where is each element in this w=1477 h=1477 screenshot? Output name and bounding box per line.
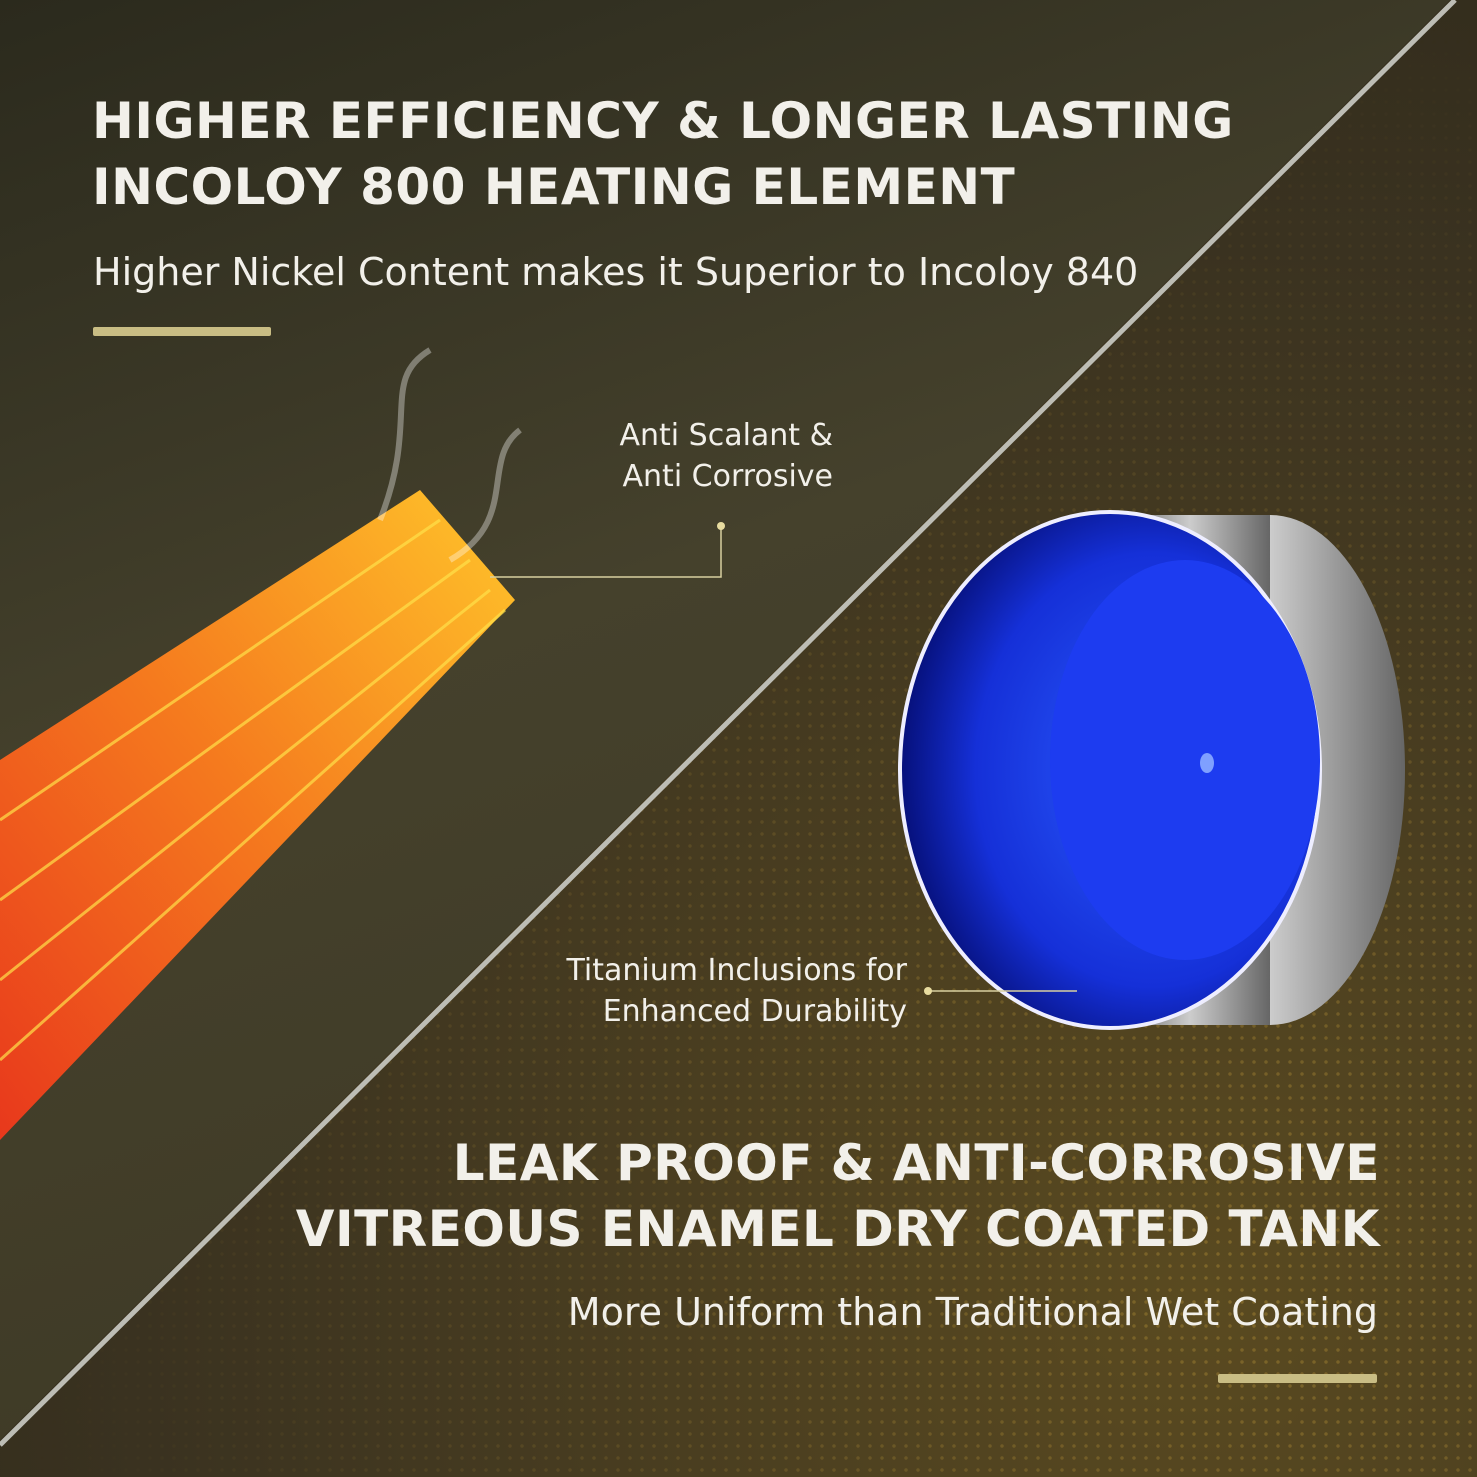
top-accent-bar (93, 327, 271, 336)
bottom-heading: LEAK PROOF & ANTI-CORROSIVE VITREOUS ENA… (296, 1130, 1380, 1262)
diagonal-divider (0, 0, 1457, 1447)
top-heading: HIGHER EFFICIENCY & LONGER LASTING INCOL… (92, 88, 1234, 220)
coating-callout-line2: Anti Corrosive (622, 459, 833, 494)
callout-dot (717, 522, 725, 530)
bottom-accent-bar (1218, 1374, 1377, 1383)
bottom-heading-line1: LEAK PROOF & ANTI-CORROSIVE (452, 1134, 1380, 1192)
coating-callout-line1: Anti Scalant & (619, 418, 833, 453)
callout-dot (924, 987, 932, 995)
tank-image (898, 510, 1405, 1030)
titanium-callout: Titanium Inclusions for Enhanced Durabil… (500, 950, 907, 1032)
titanium-callout-line1: Titanium Inclusions for (566, 953, 907, 988)
top-heading-line1: HIGHER EFFICIENCY & LONGER LASTING (92, 92, 1234, 150)
top-heading-line2: INCOLOY 800 HEATING ELEMENT (92, 158, 1016, 216)
callout-lines (490, 526, 1077, 992)
bottom-heading-line2: VITREOUS ENAMEL DRY COATED TANK (295, 1200, 1380, 1258)
bottom-subtitle: More Uniform than Traditional Wet Coatin… (567, 1290, 1378, 1334)
heating-element-image (0, 347, 522, 1140)
coating-callout: Anti Scalant & Anti Corrosive (600, 415, 833, 497)
titanium-callout-line2: Enhanced Durability (602, 994, 907, 1029)
top-subtitle: Higher Nickel Content makes it Superior … (93, 250, 1139, 294)
